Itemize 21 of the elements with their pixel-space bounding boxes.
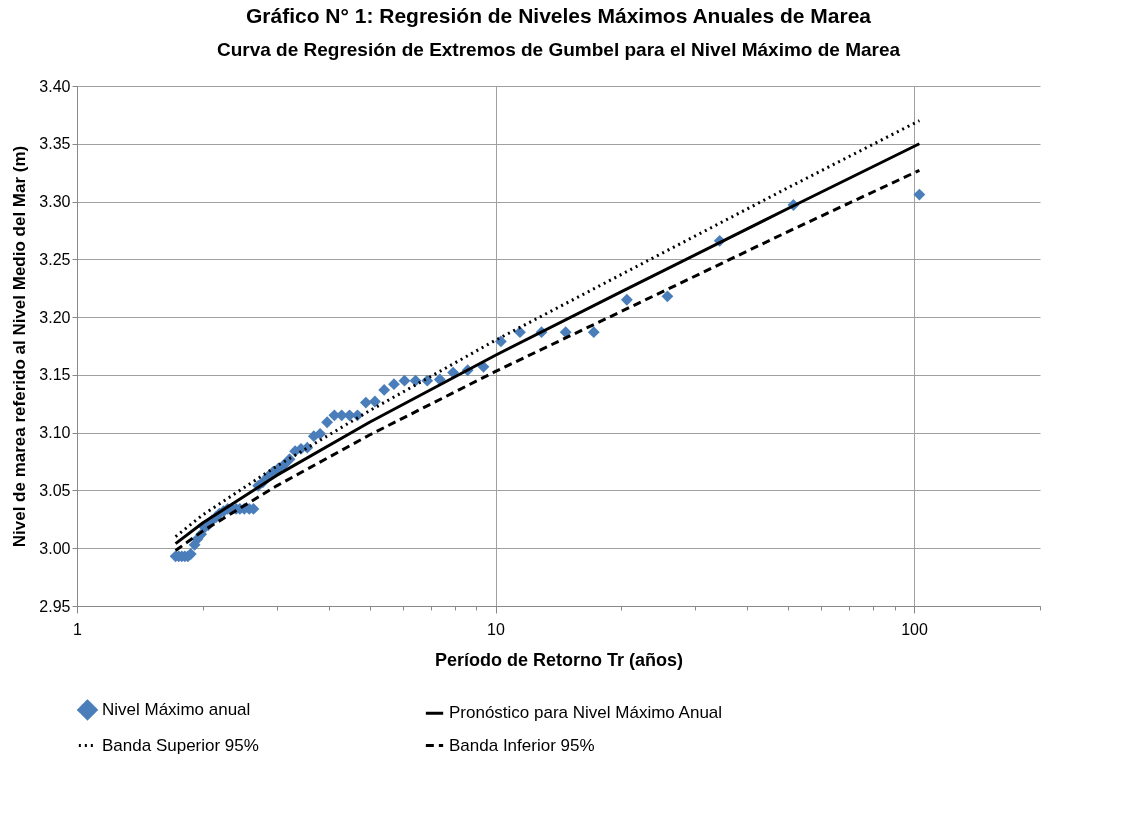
x-axis-title: Período de Retorno Tr (años)	[434, 649, 684, 670]
legend-label: Pronóstico para Nivel Máximo Anual	[449, 703, 723, 723]
chart-subtitle: Curva de Regresión de Extremos de Gumbel para el Nivel Máximo de Marea	[216, 39, 901, 60]
y-tick-label: 3.40	[39, 77, 71, 95]
y-tick-label: 3.35	[39, 135, 71, 153]
y-tick-label: 3.00	[39, 539, 71, 557]
legend-label: Banda Inferior 95%	[449, 735, 595, 755]
y-tick-label: 3.20	[39, 308, 71, 326]
legend-label: Nivel Máximo anual	[102, 699, 251, 719]
y-axis-title: Nivel de marea referido al Nivel Medio del Mar (m)	[10, 145, 30, 548]
y-tick-label: 3.30	[39, 193, 71, 211]
x-tick-label: 1	[73, 620, 83, 638]
x-tick-label: 100	[901, 620, 928, 638]
y-tick-label: 3.15	[39, 366, 71, 384]
y-tick-label: 3.10	[39, 424, 71, 442]
x-tick-label: 10	[487, 620, 506, 638]
y-tick-label: 3.25	[39, 250, 71, 268]
y-tick-label: 2.95	[39, 597, 71, 615]
y-tick-label: 3.05	[39, 481, 71, 499]
legend-label: Banda Superior 95%	[102, 735, 259, 755]
chart-title: Gráfico N° 1: Regresión de Niveles Máximos Anuales de Marea	[245, 4, 872, 27]
